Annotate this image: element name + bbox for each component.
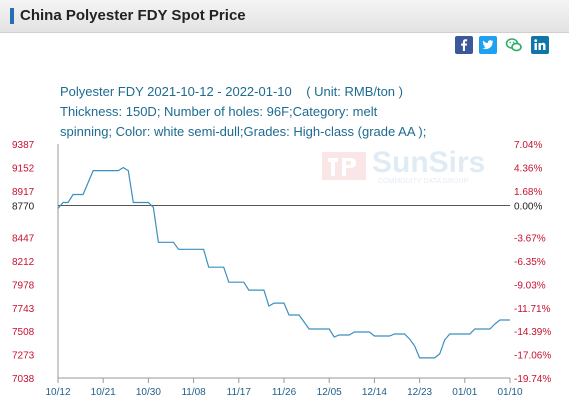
- x-tick-label: 11/08: [181, 387, 206, 398]
- right-tick-label: -9.03%: [514, 280, 546, 291]
- chart-subtitle-line1: Polyester FDY 2021-10-12 - 2022-01-10 ( …: [60, 84, 403, 99]
- linkedin-icon[interactable]: [531, 36, 549, 54]
- right-tick-label: 4.36%: [514, 163, 542, 174]
- right-tick-label: -3.67%: [514, 234, 546, 245]
- left-tick-label: 7743: [12, 304, 35, 315]
- right-tick-label: -17.06%: [514, 351, 551, 362]
- x-tick-label: 10/30: [136, 387, 161, 398]
- left-tick-label: 8917: [12, 187, 35, 198]
- left-tick-label: 7038: [12, 374, 35, 385]
- wechat-icon[interactable]: [505, 36, 523, 54]
- unit-label: ( Unit: RMB/ton ): [306, 84, 403, 99]
- left-tick-label: 8770: [12, 201, 35, 212]
- page-header: China Polyester FDY Spot Price: [0, 0, 569, 33]
- x-tick-label: 10/12: [45, 387, 70, 398]
- x-tick-label: 12/23: [407, 387, 432, 398]
- x-tick-label: 11/17: [227, 387, 252, 398]
- header-accent-bar: [10, 8, 14, 24]
- right-axis-ticks: 7.04% 4.36% 1.68% 0.00% -3.67% -6.35% -9.03% -1…: [514, 140, 551, 385]
- x-tick-label: 11/26: [272, 387, 297, 398]
- left-tick-label: 7273: [12, 351, 35, 362]
- left-tick-label: 8447: [12, 234, 35, 245]
- date-range: Polyester FDY 2021-10-12 - 2022-01-10: [60, 84, 292, 99]
- watermark-brand: SunSirs: [372, 146, 485, 179]
- left-tick-label: 8212: [12, 257, 35, 268]
- x-axis-ticks: 10/12 10/21 10/30 11/08 11/17 11/26 12/05 12/14…: [45, 378, 523, 398]
- chart-subtitle-line3: spinning; Color: white semi-dull;Grades:…: [60, 124, 427, 139]
- right-tick-label: 7.04%: [514, 140, 542, 151]
- x-tick-label: 12/05: [317, 387, 342, 398]
- page-title: China Polyester FDY Spot Price: [20, 7, 246, 24]
- facebook-icon[interactable]: [455, 36, 473, 54]
- sunsirs-logo-icon: [322, 152, 366, 180]
- right-tick-label: -6.35%: [514, 257, 546, 268]
- left-axis-ticks: 9387 9152 8917 8770 8447 8212 7978 7743 7508 7273…: [12, 140, 35, 385]
- right-tick-label: -14.39%: [514, 327, 551, 338]
- x-tick-label: 01/10: [497, 387, 522, 398]
- series-line-polyester-fdy: [57, 166, 510, 359]
- right-tick-label: 1.68%: [514, 187, 542, 198]
- left-tick-label: 9152: [12, 163, 35, 174]
- right-tick-label: 0.00%: [514, 201, 542, 212]
- right-tick-label: -11.71%: [514, 304, 551, 315]
- left-tick-label: 7508: [12, 327, 35, 338]
- x-tick-label: 10/21: [91, 387, 116, 398]
- twitter-icon[interactable]: [479, 36, 497, 54]
- sunsirs-watermark: SunSirs COMMODITY DATA GROUP: [322, 146, 485, 185]
- watermark-tagline: COMMODITY DATA GROUP: [378, 178, 469, 185]
- right-tick-label: -19.74%: [514, 374, 551, 385]
- left-tick-label: 9387: [12, 140, 35, 151]
- chart-subtitle-line2: Thickness: 150D; Number of holes: 96F;Ca…: [60, 104, 378, 119]
- x-tick-label: 01/01: [452, 387, 477, 398]
- x-tick-label: 12/14: [362, 387, 387, 398]
- left-tick-label: 7978: [12, 280, 35, 291]
